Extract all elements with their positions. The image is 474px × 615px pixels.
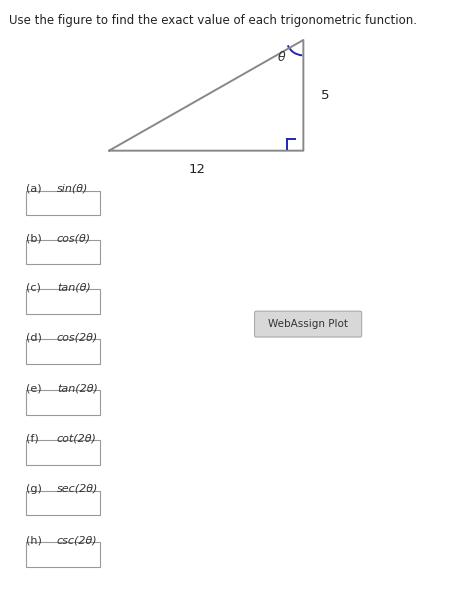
Text: sin(θ): sin(θ) (57, 184, 88, 194)
Text: (g): (g) (26, 484, 42, 494)
Text: (b): (b) (26, 233, 42, 243)
Text: θ: θ (278, 51, 285, 65)
Text: 12: 12 (188, 163, 205, 177)
Bar (26, 542, 100, 567)
Bar (26, 339, 100, 364)
Text: cos(2θ): cos(2θ) (57, 333, 98, 343)
Text: Use the figure to find the exact value of each trigonometric function.: Use the figure to find the exact value o… (9, 14, 417, 26)
Text: (h): (h) (26, 536, 42, 546)
Text: tan(θ): tan(θ) (57, 282, 91, 292)
Text: 5: 5 (320, 89, 329, 102)
Text: csc(2θ): csc(2θ) (57, 536, 98, 546)
Text: sec(2θ): sec(2θ) (57, 484, 98, 494)
Text: tan(2θ): tan(2θ) (57, 383, 98, 393)
Text: WebAssign Plot: WebAssign Plot (268, 319, 348, 329)
Bar (26, 491, 100, 515)
Text: (e): (e) (26, 383, 42, 393)
Bar (26, 240, 100, 264)
Bar (26, 440, 100, 465)
Text: cot(2θ): cot(2θ) (57, 434, 97, 443)
Text: (d): (d) (26, 333, 42, 343)
Bar (26, 390, 100, 415)
FancyBboxPatch shape (255, 311, 362, 337)
Bar (26, 289, 100, 314)
Text: cos(θ): cos(θ) (57, 233, 91, 243)
Bar (26, 191, 100, 215)
Text: (f): (f) (26, 434, 39, 443)
Text: (c): (c) (26, 282, 41, 292)
Text: (a): (a) (26, 184, 42, 194)
